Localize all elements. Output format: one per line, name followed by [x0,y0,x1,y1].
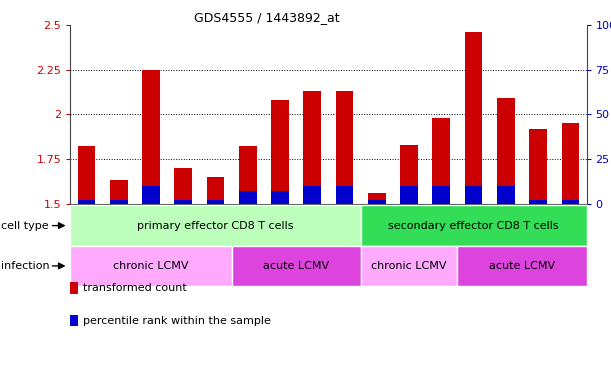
Bar [368,200,386,204]
Bar [239,191,257,204]
Text: chronic LCMV: chronic LCMV [113,261,189,271]
Bar [529,200,547,204]
Text: transformed count: transformed count [83,283,187,293]
Bar [497,98,514,204]
Bar [239,146,257,204]
Text: acute LCMV: acute LCMV [263,261,329,271]
Text: secondary effector CD8 T cells: secondary effector CD8 T cells [389,220,559,231]
Bar [271,100,289,204]
Bar [271,191,289,204]
Bar [207,200,224,204]
Bar [465,32,483,204]
Text: primary effector CD8 T cells: primary effector CD8 T cells [137,220,294,231]
Bar [335,186,353,204]
Bar [497,186,514,204]
Bar [304,91,321,204]
Text: infection: infection [1,261,50,271]
Bar [78,200,95,204]
Bar [465,186,483,204]
Bar [174,200,192,204]
Bar [400,145,418,204]
Bar [110,200,128,204]
Text: percentile rank within the sample: percentile rank within the sample [83,316,271,326]
Bar [142,186,160,204]
Bar [529,129,547,204]
Bar [304,186,321,204]
Bar [433,118,450,204]
Bar [207,177,224,204]
Bar [433,186,450,204]
Text: chronic LCMV: chronic LCMV [371,261,447,271]
Bar [368,193,386,204]
Bar [110,180,128,204]
Bar [562,200,579,204]
Text: cell type: cell type [1,220,49,231]
Title: GDS4555 / 1443892_at: GDS4555 / 1443892_at [194,11,339,24]
Bar [400,186,418,204]
Bar [174,168,192,204]
Bar [142,70,160,204]
Bar [562,123,579,204]
Text: acute LCMV: acute LCMV [489,261,555,271]
Bar [335,91,353,204]
Bar [78,146,95,204]
